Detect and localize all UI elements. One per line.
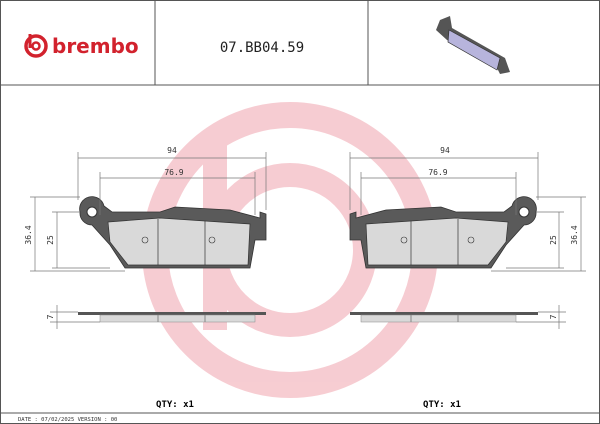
dimension: 76.9 [164, 168, 183, 177]
brand: brembo [52, 34, 139, 58]
footer-text: DATE : 07/02/2025 VERSION : 00 [18, 417, 117, 423]
pad-front-view [30, 152, 267, 329]
brand-icon [24, 34, 48, 58]
dimension: 76.9 [428, 168, 447, 177]
part-number: 07.BB04.59 [220, 40, 304, 56]
qty: QTY: x1 [156, 400, 194, 410]
dimension: 25 [46, 235, 55, 245]
dimension: 7 [549, 314, 558, 319]
dimension: 94 [167, 146, 177, 155]
dimension: 94 [440, 146, 450, 155]
dimension: 25 [549, 235, 558, 245]
pad-thumbnail [436, 16, 510, 74]
qty: QTY: x1 [423, 400, 461, 410]
dimension: 36.4 [24, 225, 33, 244]
dimension: 36.4 [570, 225, 579, 244]
dimension: 7 [46, 314, 55, 319]
